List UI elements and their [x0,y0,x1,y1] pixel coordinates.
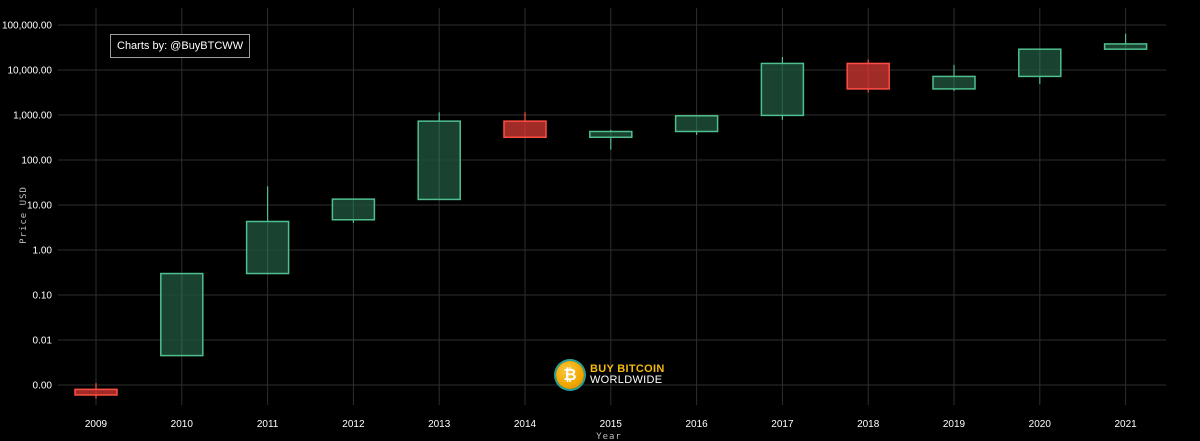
y-tick-label: 100.00 [21,156,52,167]
x-tick-label: 2011 [257,419,279,430]
candle-body [1103,43,1148,50]
candle-body [160,272,204,357]
x-tick-label: 2016 [685,419,708,430]
candle-body [760,62,805,117]
brand-name-line1: BUY BITCOIN [590,363,665,375]
y-tick-label: 1,000.00 [13,111,52,122]
y-tick-label: 10,000.00 [8,66,53,77]
candle-body [503,120,547,139]
candle-body [1018,48,1062,78]
x-axis-title: Year [596,432,622,441]
y-axis-title: Price USD [19,186,29,244]
y-tick-label: 10.00 [27,201,52,212]
x-tick-label: 2021 [1114,419,1137,430]
y-tick-label: 0.01 [33,336,53,347]
brand-watermark: ₿ BUY BITCOIN WORLDWIDE [556,360,665,390]
grid-layer [58,8,1166,405]
candle-body [846,62,890,90]
candle-2021 [1103,33,1148,50]
candle-2014 [503,112,547,139]
candle-body [589,130,633,139]
bitcoin-logo-icon: ₿ [556,361,584,389]
x-tick-label: 2014 [514,419,537,430]
x-tick-label: 2019 [943,419,966,430]
candle-layer [74,33,1148,399]
candle-body [331,198,376,221]
x-tick-label: 2020 [1029,419,1052,430]
x-tick-labels: 2009 2010 2011 2012 2013 2014 2015 2016 2017 2018… [85,419,1137,430]
x-tick-label: 2017 [771,419,794,430]
x-tick-label: 2018 [857,419,880,430]
candle-body [417,120,461,201]
candle-2017 [760,56,805,120]
candle-2013 [417,112,461,201]
y-tick-label: 1.00 [33,246,53,257]
x-tick-label: 2015 [600,419,623,430]
brand-name-line2: WORLDWIDE [590,374,663,386]
candle-body [674,115,719,133]
x-tick-label: 2012 [342,419,365,430]
candle-2015 [589,129,633,150]
candle-2019 [932,64,976,92]
candle-2009 [74,383,118,399]
candle-2011 [245,186,290,275]
candle-2018 [846,59,890,93]
candle-2016 [674,115,719,135]
candle-body [245,220,290,275]
chart-credit-label: Charts by: @BuyBTCWW [110,34,251,58]
candle-body [932,75,976,90]
y-tick-label: 0.10 [33,291,53,302]
y-tick-labels: 0.00 0.01 0.10 1.00 10.00 100.00 1,000.00 10,00… [2,21,52,392]
x-tick-label: 2013 [428,419,451,430]
candle-2020 [1018,48,1062,84]
candle-2010 [160,272,204,357]
y-tick-label: 0.00 [33,381,53,392]
candle-2012 [331,198,376,223]
y-tick-label: 100,000.00 [2,21,52,32]
x-tick-label: 2010 [171,419,194,430]
brand-text: BUY BITCOIN WORLDWIDE [590,364,665,386]
x-tick-label: 2009 [85,419,108,430]
candle-body [74,388,118,396]
